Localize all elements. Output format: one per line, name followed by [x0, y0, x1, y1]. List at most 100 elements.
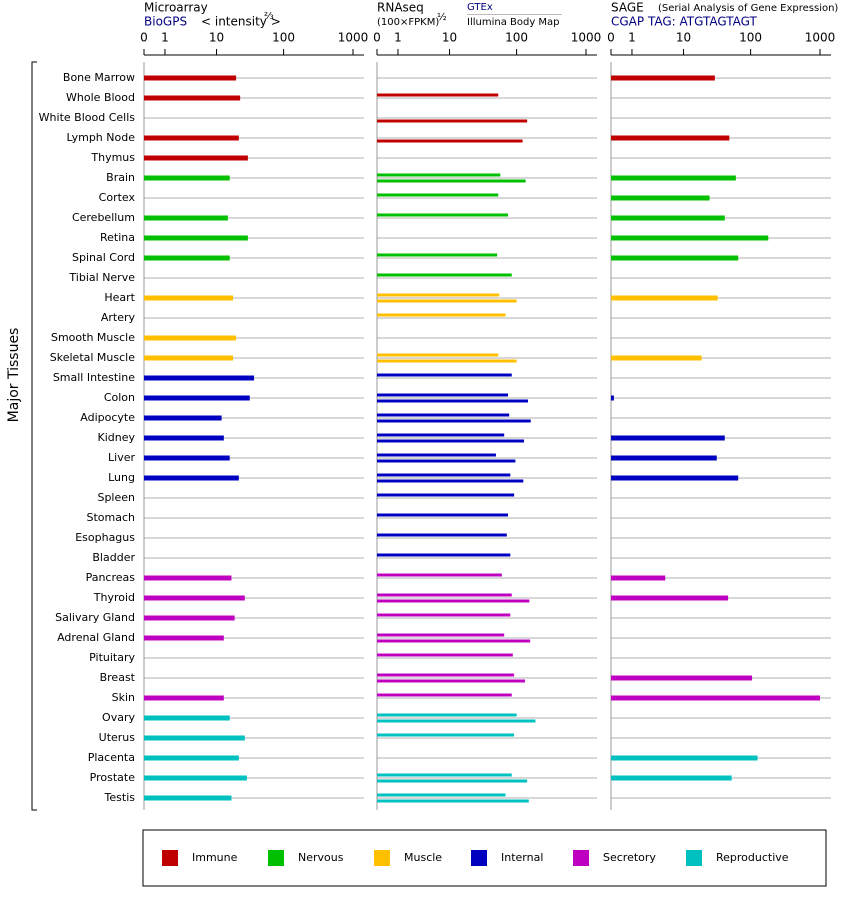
bar [377, 93, 499, 97]
unit-label: < intensity > [201, 15, 281, 29]
bar [377, 799, 529, 803]
row-label: Smooth Muscle [51, 331, 135, 344]
legend-label: Muscle [404, 851, 442, 864]
bar [144, 255, 230, 261]
bar [377, 313, 506, 317]
series-name: GTEx [467, 2, 493, 13]
x-tick-label: 1000 [338, 31, 369, 45]
bar [144, 235, 248, 241]
legend-swatch [268, 850, 284, 866]
bar [377, 679, 525, 683]
row-label: Pancreas [86, 571, 136, 584]
bar [611, 695, 820, 701]
row-label: Thyroid [93, 591, 135, 604]
series-name: CGAP TAG: ATGTAGTAGT [611, 15, 758, 29]
bar [377, 719, 536, 723]
bar [377, 653, 513, 657]
bar [144, 155, 248, 161]
x-tick-label: 100 [272, 31, 295, 45]
bar [144, 475, 239, 481]
bar [377, 713, 517, 717]
bar [377, 493, 515, 497]
bar [377, 553, 511, 557]
bar [377, 173, 501, 177]
bar [611, 295, 718, 301]
bar [611, 675, 753, 681]
legend-swatch [162, 850, 178, 866]
bar [377, 273, 512, 277]
row-label: Kidney [97, 431, 135, 444]
bar [144, 75, 237, 81]
bar [377, 393, 509, 397]
x-tick-label: 0 [373, 31, 381, 45]
bar [377, 733, 515, 737]
row-label: Spinal Cord [72, 251, 135, 264]
row-label: Brain [106, 171, 135, 184]
x-tick-label: 1000 [571, 31, 602, 45]
bar [144, 775, 247, 781]
y-axis-label: Major Tissues [6, 328, 22, 423]
legend-label: Reproductive [716, 851, 789, 864]
bar [611, 435, 725, 441]
row-label: Liver [108, 451, 135, 464]
bar [611, 595, 729, 601]
bar [144, 395, 250, 401]
bar [377, 533, 507, 537]
row-label: Small Intestine [53, 371, 135, 384]
bar [377, 479, 524, 483]
x-tick-label: 10 [676, 31, 691, 45]
legend-label: Nervous [298, 851, 344, 864]
row-label: Retina [100, 231, 135, 244]
bar [611, 775, 732, 781]
bar [377, 119, 528, 123]
x-tick-label: 1 [161, 31, 169, 45]
bar [377, 439, 525, 443]
unit-exponent: ½ [437, 11, 447, 23]
bar [377, 473, 511, 477]
bar [377, 399, 528, 403]
bar [144, 295, 234, 301]
bar [144, 375, 255, 381]
bar [377, 673, 515, 677]
bar [377, 633, 505, 637]
x-tick-label: 1 [394, 31, 402, 45]
bar [377, 433, 505, 437]
bar [377, 513, 509, 517]
bar [377, 773, 512, 777]
row-label: Bladder [92, 551, 135, 564]
bar [144, 695, 224, 701]
legend-swatch [471, 850, 487, 866]
bar [377, 193, 499, 197]
row-label: Bone Marrow [63, 71, 135, 84]
bar [377, 453, 496, 457]
row-label: Colon [104, 391, 135, 404]
bar [377, 639, 531, 643]
bar [377, 139, 523, 143]
bar [377, 359, 517, 363]
bar [144, 635, 224, 641]
bar [144, 435, 224, 441]
row-label: Skeletal Muscle [50, 351, 135, 364]
legend-label: Secretory [603, 851, 656, 864]
x-tick-label: 100 [739, 31, 762, 45]
y-bracket [31, 61, 37, 811]
row-label: Cerebellum [72, 211, 135, 224]
bar [377, 793, 506, 797]
bar [611, 475, 739, 481]
row-label: Adrenal Gland [57, 631, 135, 644]
legend-swatch [573, 850, 589, 866]
bar [144, 715, 230, 721]
bar [144, 95, 241, 101]
unit-label: (100×FPKM) [377, 17, 439, 28]
row-label: Esophagus [75, 531, 135, 544]
row-label: Placenta [88, 751, 135, 764]
bar [144, 415, 222, 421]
bar [377, 459, 516, 463]
bar [377, 213, 509, 217]
row-label: Thymus [90, 151, 135, 164]
bar [377, 293, 500, 297]
panel-title: Microarray [144, 1, 208, 15]
bar [144, 335, 237, 341]
row-label: Whole Blood [66, 91, 135, 104]
bar [377, 253, 498, 257]
